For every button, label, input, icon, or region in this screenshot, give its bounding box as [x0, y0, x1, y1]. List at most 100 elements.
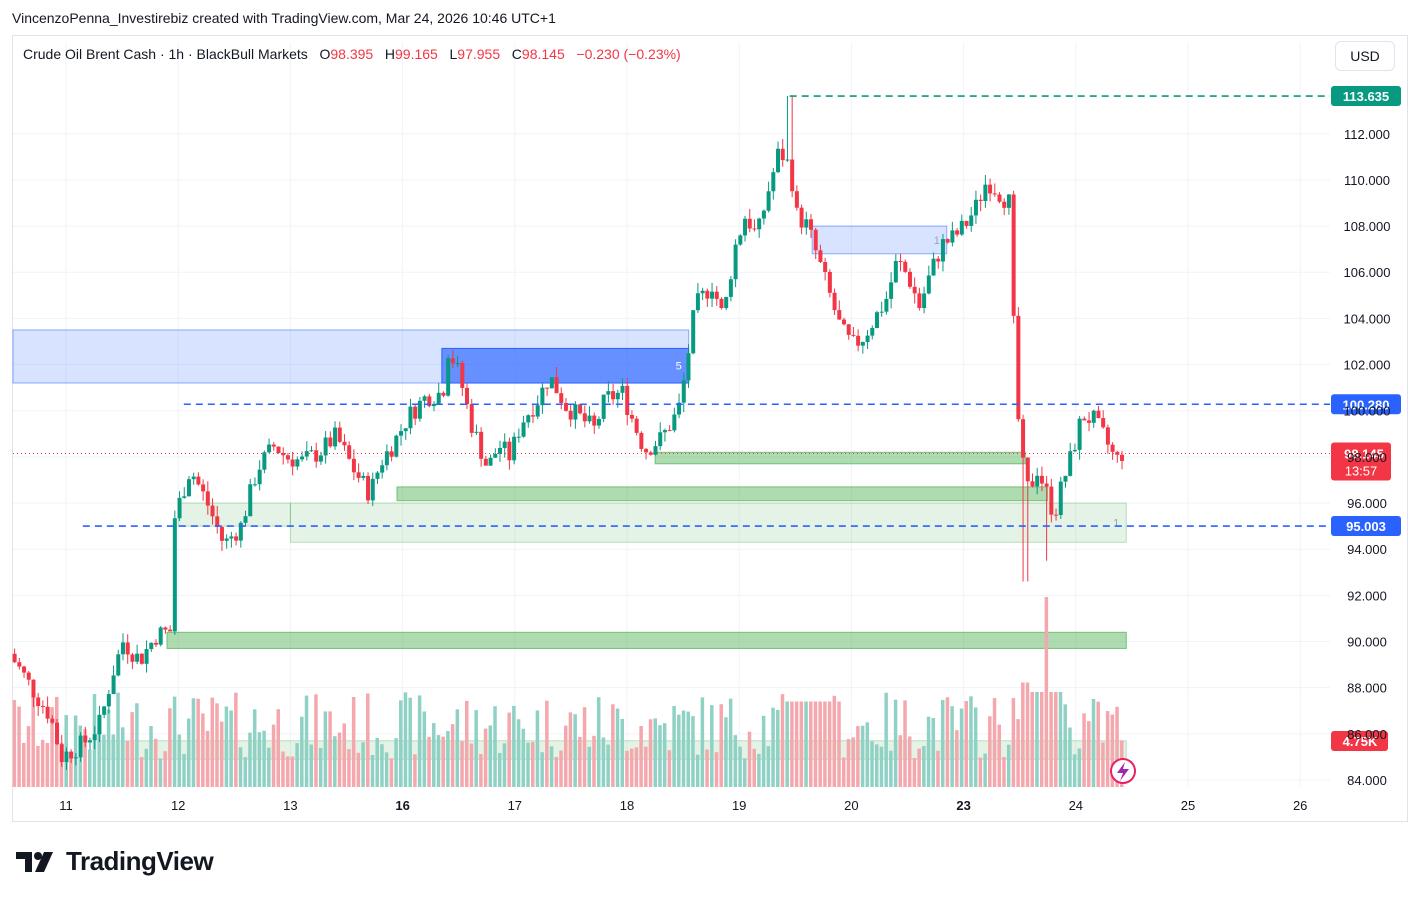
candle-body	[120, 642, 125, 655]
volume-bar	[516, 719, 521, 787]
candle-body	[474, 431, 479, 433]
volume-bar	[535, 710, 540, 787]
candle-body	[1120, 454, 1125, 461]
candle-body	[36, 697, 41, 707]
volume-bar	[710, 705, 714, 787]
candle-body	[568, 410, 573, 420]
volume-bar	[695, 754, 700, 787]
volume-bar	[771, 707, 775, 787]
volume-bar	[761, 715, 766, 787]
x-tick-label: 11	[59, 798, 73, 813]
volume-bar	[1044, 597, 1049, 787]
candle-body	[1049, 486, 1054, 515]
close-label: C	[511, 46, 522, 62]
volume-bar	[234, 692, 238, 787]
volume-bar	[1021, 682, 1025, 787]
x-tick-label: 23	[956, 798, 970, 813]
volume-tag	[1331, 731, 1388, 751]
volume-bar	[1030, 692, 1034, 787]
y-tick-label: 92.000	[1347, 588, 1387, 603]
candle-body	[168, 629, 173, 632]
volume-bar	[380, 744, 384, 787]
zone-box[interactable]	[396, 486, 1049, 502]
volume-bar	[493, 706, 497, 787]
volume-bar	[215, 703, 219, 787]
volume-bar	[563, 725, 568, 787]
volume-bar	[31, 694, 35, 787]
volume-bar	[898, 735, 903, 787]
zone-box[interactable]	[289, 502, 1127, 543]
candle-body	[163, 627, 168, 630]
volume-bar	[992, 698, 997, 787]
volume-bar	[375, 737, 379, 787]
candle-body	[1101, 418, 1106, 428]
candle-body	[257, 469, 262, 485]
candle-body	[884, 298, 889, 312]
candle-body	[45, 706, 50, 719]
zone-box[interactable]	[441, 347, 690, 384]
candle-body	[804, 219, 809, 228]
candle-body	[1011, 194, 1016, 316]
zone-box[interactable]	[166, 631, 1127, 649]
volume-bar	[182, 753, 186, 787]
volume-bar	[479, 754, 483, 787]
zone-label: 1	[934, 235, 940, 247]
candle-body	[281, 453, 286, 456]
candle-body	[102, 706, 107, 715]
zone-box[interactable]	[177, 502, 291, 527]
volume-bar	[743, 758, 747, 787]
candle-body	[309, 450, 314, 452]
candle-body	[248, 484, 253, 517]
candle-body	[592, 415, 597, 426]
candle-body	[83, 735, 88, 743]
volume-bar	[573, 714, 577, 787]
volume-bar	[794, 701, 799, 787]
volume-bar	[865, 722, 870, 787]
candle-body	[493, 453, 498, 458]
volume-bar	[229, 710, 233, 787]
volume-bar	[667, 750, 672, 787]
currency-selector[interactable]: USD	[1335, 41, 1395, 71]
change-value: −0.230 (−0.23%)	[576, 46, 681, 62]
y-tick-label: 110.000	[1344, 173, 1390, 188]
x-tick-label: 20	[844, 798, 858, 813]
volume-bar	[252, 709, 257, 787]
candle-body	[992, 193, 997, 195]
candle-body	[516, 436, 521, 438]
candle-body	[201, 484, 206, 492]
candle-body	[1082, 418, 1087, 421]
candle-body	[785, 159, 790, 161]
x-tick-label: 13	[283, 798, 297, 813]
volume-bar	[1082, 713, 1086, 787]
volume-bar	[267, 747, 271, 787]
candle-body	[653, 446, 658, 455]
volume-bar	[403, 692, 408, 787]
candle-body	[450, 358, 455, 364]
y-tick-label: 96.000	[1347, 496, 1387, 511]
volume-bar	[224, 706, 229, 787]
volume-bar	[568, 712, 573, 787]
volume-bar	[69, 752, 73, 787]
symbol-name[interactable]: Crude Oil Brent Cash	[23, 46, 157, 62]
candle-body	[738, 235, 743, 245]
candle-body	[323, 437, 328, 456]
volume-bar	[323, 711, 328, 787]
zone-box[interactable]	[811, 225, 948, 255]
x-tick-label: 24	[1069, 798, 1083, 813]
volume-bar	[1087, 721, 1091, 787]
candle-body	[1006, 194, 1011, 208]
candle-body	[874, 312, 879, 328]
zone-box[interactable]	[654, 451, 1026, 465]
candle-body	[276, 446, 281, 454]
candle-body	[625, 385, 630, 415]
candle-body	[907, 271, 912, 287]
symbol-broker: BlackBull Markets	[196, 46, 308, 62]
volume-bar	[658, 725, 662, 787]
volume-bar	[413, 754, 417, 787]
volume-bar	[1054, 692, 1058, 787]
volume-bar	[102, 734, 106, 787]
volume-bar	[257, 732, 262, 787]
candle-body	[554, 377, 559, 394]
volume-bar	[936, 750, 940, 787]
